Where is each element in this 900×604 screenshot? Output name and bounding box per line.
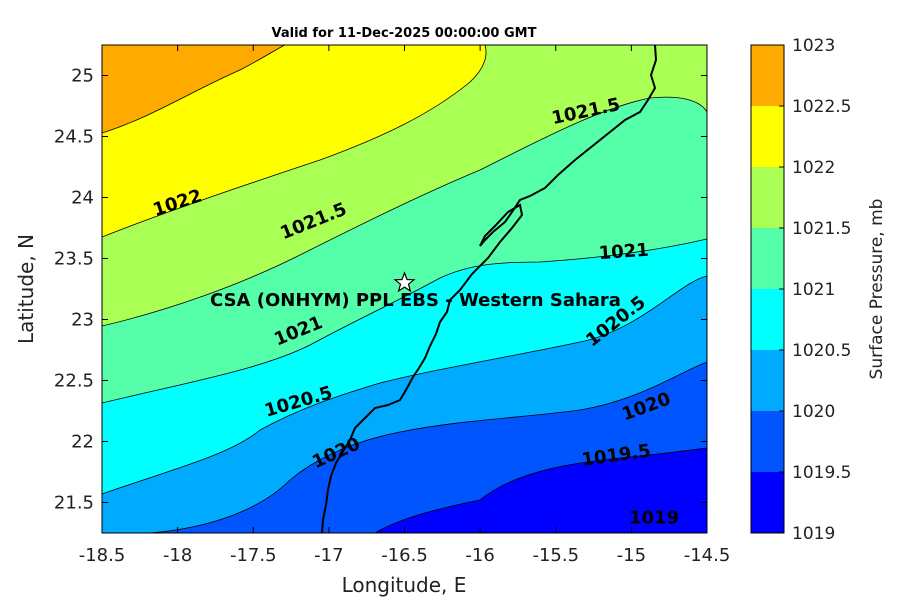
y-tick-label: 25 (71, 66, 94, 87)
x-axis: -18.5 -18 -17.5 -17 -16.5 -16 -15.5 -15 -14.5 (79, 45, 731, 566)
contour-fill-layer (102, 45, 707, 533)
colorbar-swatch (751, 45, 784, 106)
colorbar-label: Surface Pressure, mb (867, 199, 887, 380)
y-axis-label: Latitude, N (14, 234, 38, 344)
y-tick-label: 22.5 (54, 371, 94, 392)
contour-line-1020.5 (102, 238, 707, 404)
x-tick-label: -18 (163, 545, 192, 566)
colorbar-swatch (751, 350, 784, 411)
colorbar-tick-label: 1021 (792, 280, 835, 300)
contour-label: 1019 (629, 507, 679, 528)
x-tick-label: -15.5 (532, 545, 579, 566)
star-icon (393, 271, 416, 293)
station-label: CSA (ONHYM) PPL EBS - Western Sahara (210, 290, 621, 311)
contour-line-1019 (374, 447, 707, 533)
y-tick-label: 23.5 (54, 249, 94, 270)
colorbar-swatch (751, 106, 784, 167)
contour-lines (102, 45, 707, 533)
band-below-1019.5 (375, 448, 707, 533)
x-tick-label: -16 (465, 545, 494, 566)
colorbar-swatch (751, 411, 784, 472)
station-layer: CSA (ONHYM) PPL EBS - Western Sahara (210, 271, 621, 311)
colorbar-tick-label: 1022 (792, 158, 835, 178)
colorbar-tick-label: 1019.5 (792, 463, 851, 483)
contour-line-1020 (102, 275, 707, 495)
coastline (321, 45, 658, 533)
colorbar-tick-label: 1020 (792, 402, 835, 422)
x-tick-label: -14.5 (684, 545, 731, 566)
contour-line-1022 (102, 45, 286, 134)
colorbar-swatch (751, 228, 784, 289)
y-tick-label: 23 (71, 310, 94, 331)
contour-label: 1021 (598, 240, 649, 264)
contour-line-1019.5 (149, 361, 707, 533)
colorbar-tick-label: 1022.5 (792, 97, 851, 117)
y-tick-label: 24.5 (54, 127, 94, 148)
map-title: Valid for 11-Dec-2025 00:00:00 GMT (272, 26, 537, 41)
x-tick-label: -17.5 (230, 545, 277, 566)
colorbar-swatch (751, 167, 784, 228)
colorbar: 1019 1019.5 1020 1020.5 1021 1021.5 1022 1022.5… (750, 36, 851, 544)
x-tick-label: -15 (617, 545, 646, 566)
colorbar-swatch (751, 289, 784, 350)
y-tick-label: 24 (71, 188, 94, 209)
colorbar-tick-label: 1020.5 (792, 341, 851, 361)
contour-line-1021.5 (102, 45, 487, 238)
colorbar-tick-label: 1019 (792, 524, 835, 544)
colorbar-swatch (751, 472, 784, 533)
colorbar-tick-label: 1023 (792, 36, 835, 56)
y-tick-label: 21.5 (54, 493, 94, 514)
x-axis-label: Longitude, E (342, 573, 467, 597)
x-tick-label: -16.5 (381, 545, 428, 566)
y-tick-label: 22 (71, 432, 94, 453)
y-axis: 21.5 22 22.5 23 23.5 24 24.5 25 (54, 66, 707, 514)
x-tick-label: -18.5 (79, 545, 126, 566)
colorbar-tick-label: 1021.5 (792, 219, 851, 239)
x-tick-label: -17 (314, 545, 343, 566)
